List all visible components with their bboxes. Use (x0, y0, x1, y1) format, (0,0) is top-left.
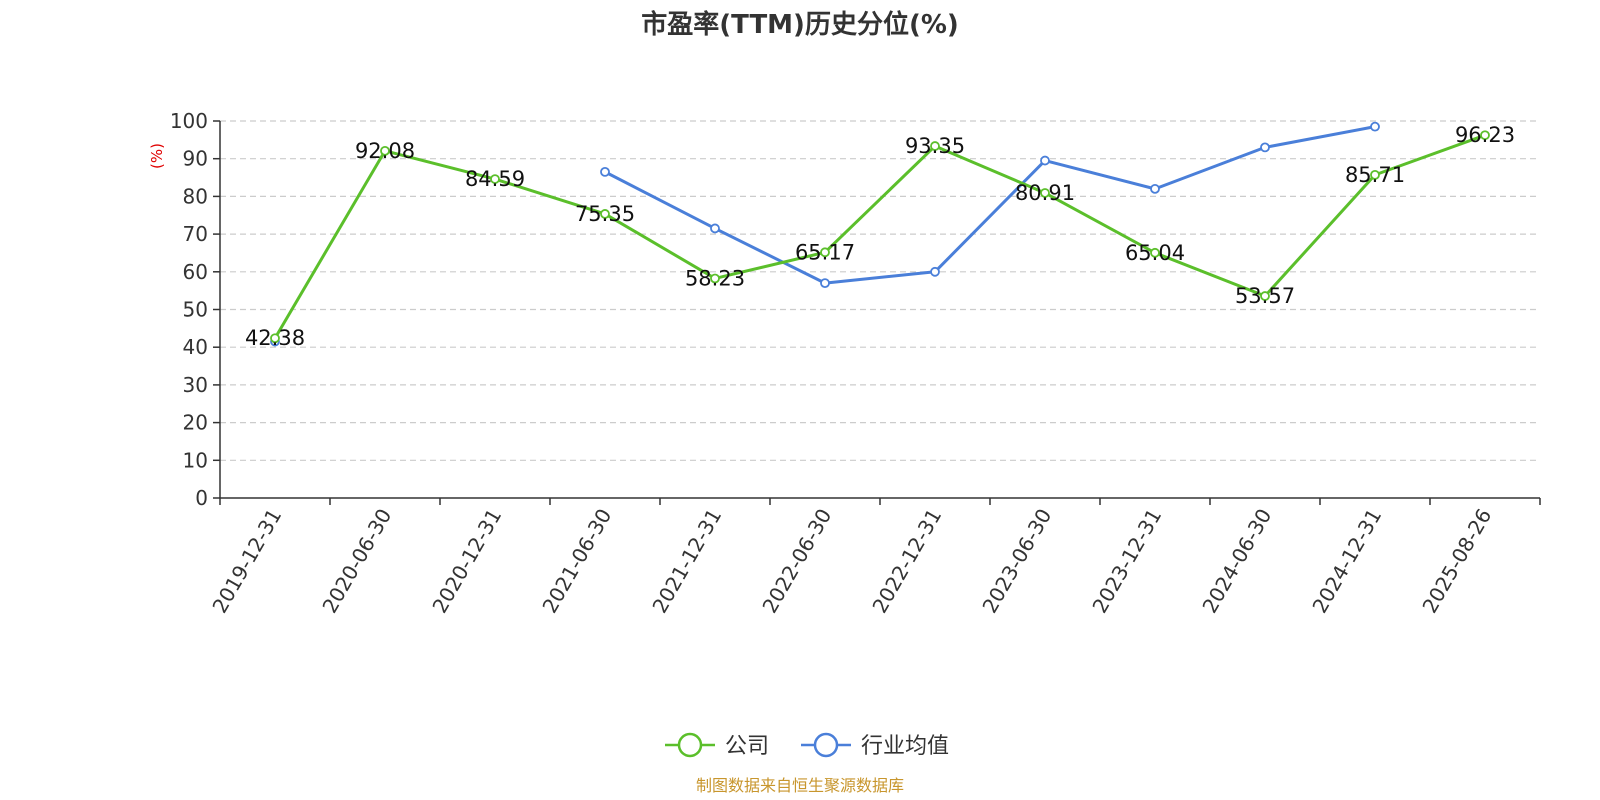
legend-label: 公司 (725, 734, 769, 759)
x-tick-label: 2020-12-31 (427, 505, 506, 618)
data-label: 96.23 (1455, 123, 1515, 147)
x-tick-label: 2022-06-30 (757, 505, 836, 618)
source-note: 制图数据来自恒生聚源数据库 (696, 776, 904, 795)
data-label: 85.71 (1345, 163, 1405, 187)
y-tick-label: 40 (183, 335, 208, 359)
legend-item[interactable]: 行业均值 (801, 732, 949, 759)
data-point (930, 141, 940, 151)
data-label: 53.57 (1235, 284, 1295, 308)
chart-title: 市盈率(TTM)历史分位(%) (641, 9, 959, 40)
grid-lines (220, 120, 1540, 461)
data-point (600, 209, 610, 219)
legend-item[interactable]: 公司 (665, 732, 769, 759)
series-line (273, 133, 1486, 339)
data-point (710, 273, 720, 284)
data-point (1480, 130, 1490, 141)
data-point (930, 266, 940, 277)
y-tick-label: 20 (183, 411, 208, 435)
data-label: 92.08 (355, 139, 415, 163)
data-point (1150, 183, 1160, 194)
x-tick-label: 2025-08-26 (1417, 505, 1496, 618)
x-tick-label: 2019-12-31 (207, 505, 286, 618)
data-point (1040, 188, 1050, 198)
legend[interactable]: 公司 行业均值 (665, 732, 949, 759)
legend-label: 行业均值 (861, 734, 949, 759)
legend-marker (813, 732, 839, 758)
y-tick-label: 70 (183, 222, 208, 246)
y-tick-label: 100 (170, 109, 208, 133)
data-point (1150, 247, 1160, 258)
data-label: 84.59 (465, 167, 525, 191)
y-tick-label: 80 (183, 184, 208, 208)
axes: 0 10 20 30 40 50 60 70 80 90 100 2019-12-31 2020-06-… (170, 109, 1541, 618)
y-tick-label: 90 (183, 147, 208, 171)
data-label: 80.91 (1015, 181, 1075, 205)
data-point (820, 247, 830, 258)
data-label: 93.35 (905, 134, 965, 158)
data-point (1040, 155, 1050, 166)
y-axis-label: (%) (148, 143, 166, 169)
data-label: 58.23 (685, 266, 745, 290)
x-tick-label: 2023-06-30 (977, 505, 1056, 618)
x-tick-label: 2024-12-31 (1307, 505, 1386, 618)
y-tick-label: 10 (183, 448, 208, 472)
data-point (270, 333, 280, 344)
data-label: 75.35 (575, 202, 635, 226)
legend-marker (677, 732, 703, 758)
data-point (1370, 169, 1380, 180)
x-tick-label: 2021-12-31 (647, 505, 726, 618)
data-label: 65.04 (1125, 241, 1185, 265)
x-tick-label: 2023-12-31 (1087, 505, 1166, 618)
series-lines (270, 121, 1490, 347)
data-point (1260, 291, 1270, 301)
data-point (820, 278, 830, 289)
data-labels: 42.38 92.08 84.59 75.35 58.23 65.17 93.35 80.91… (245, 123, 1515, 350)
y-tick-label: 0 (195, 486, 208, 510)
data-point (1370, 121, 1380, 132)
data-point (380, 145, 390, 156)
data-point (490, 174, 500, 184)
y-tick-label: 50 (183, 298, 208, 322)
x-tick-label: 2022-12-31 (867, 505, 946, 618)
x-tick-label: 2024-06-30 (1197, 505, 1276, 618)
data-point (710, 223, 720, 234)
data-label: 42.38 (245, 326, 305, 350)
series-line (604, 125, 1376, 285)
data-point (1260, 142, 1270, 153)
x-tick-label: 2021-06-30 (537, 505, 616, 618)
data-label: 65.17 (795, 240, 855, 264)
x-tick-label: 2020-06-30 (317, 505, 396, 618)
y-tick-label: 60 (183, 260, 208, 284)
data-point (600, 166, 610, 177)
y-tick-label: 30 (183, 373, 208, 397)
